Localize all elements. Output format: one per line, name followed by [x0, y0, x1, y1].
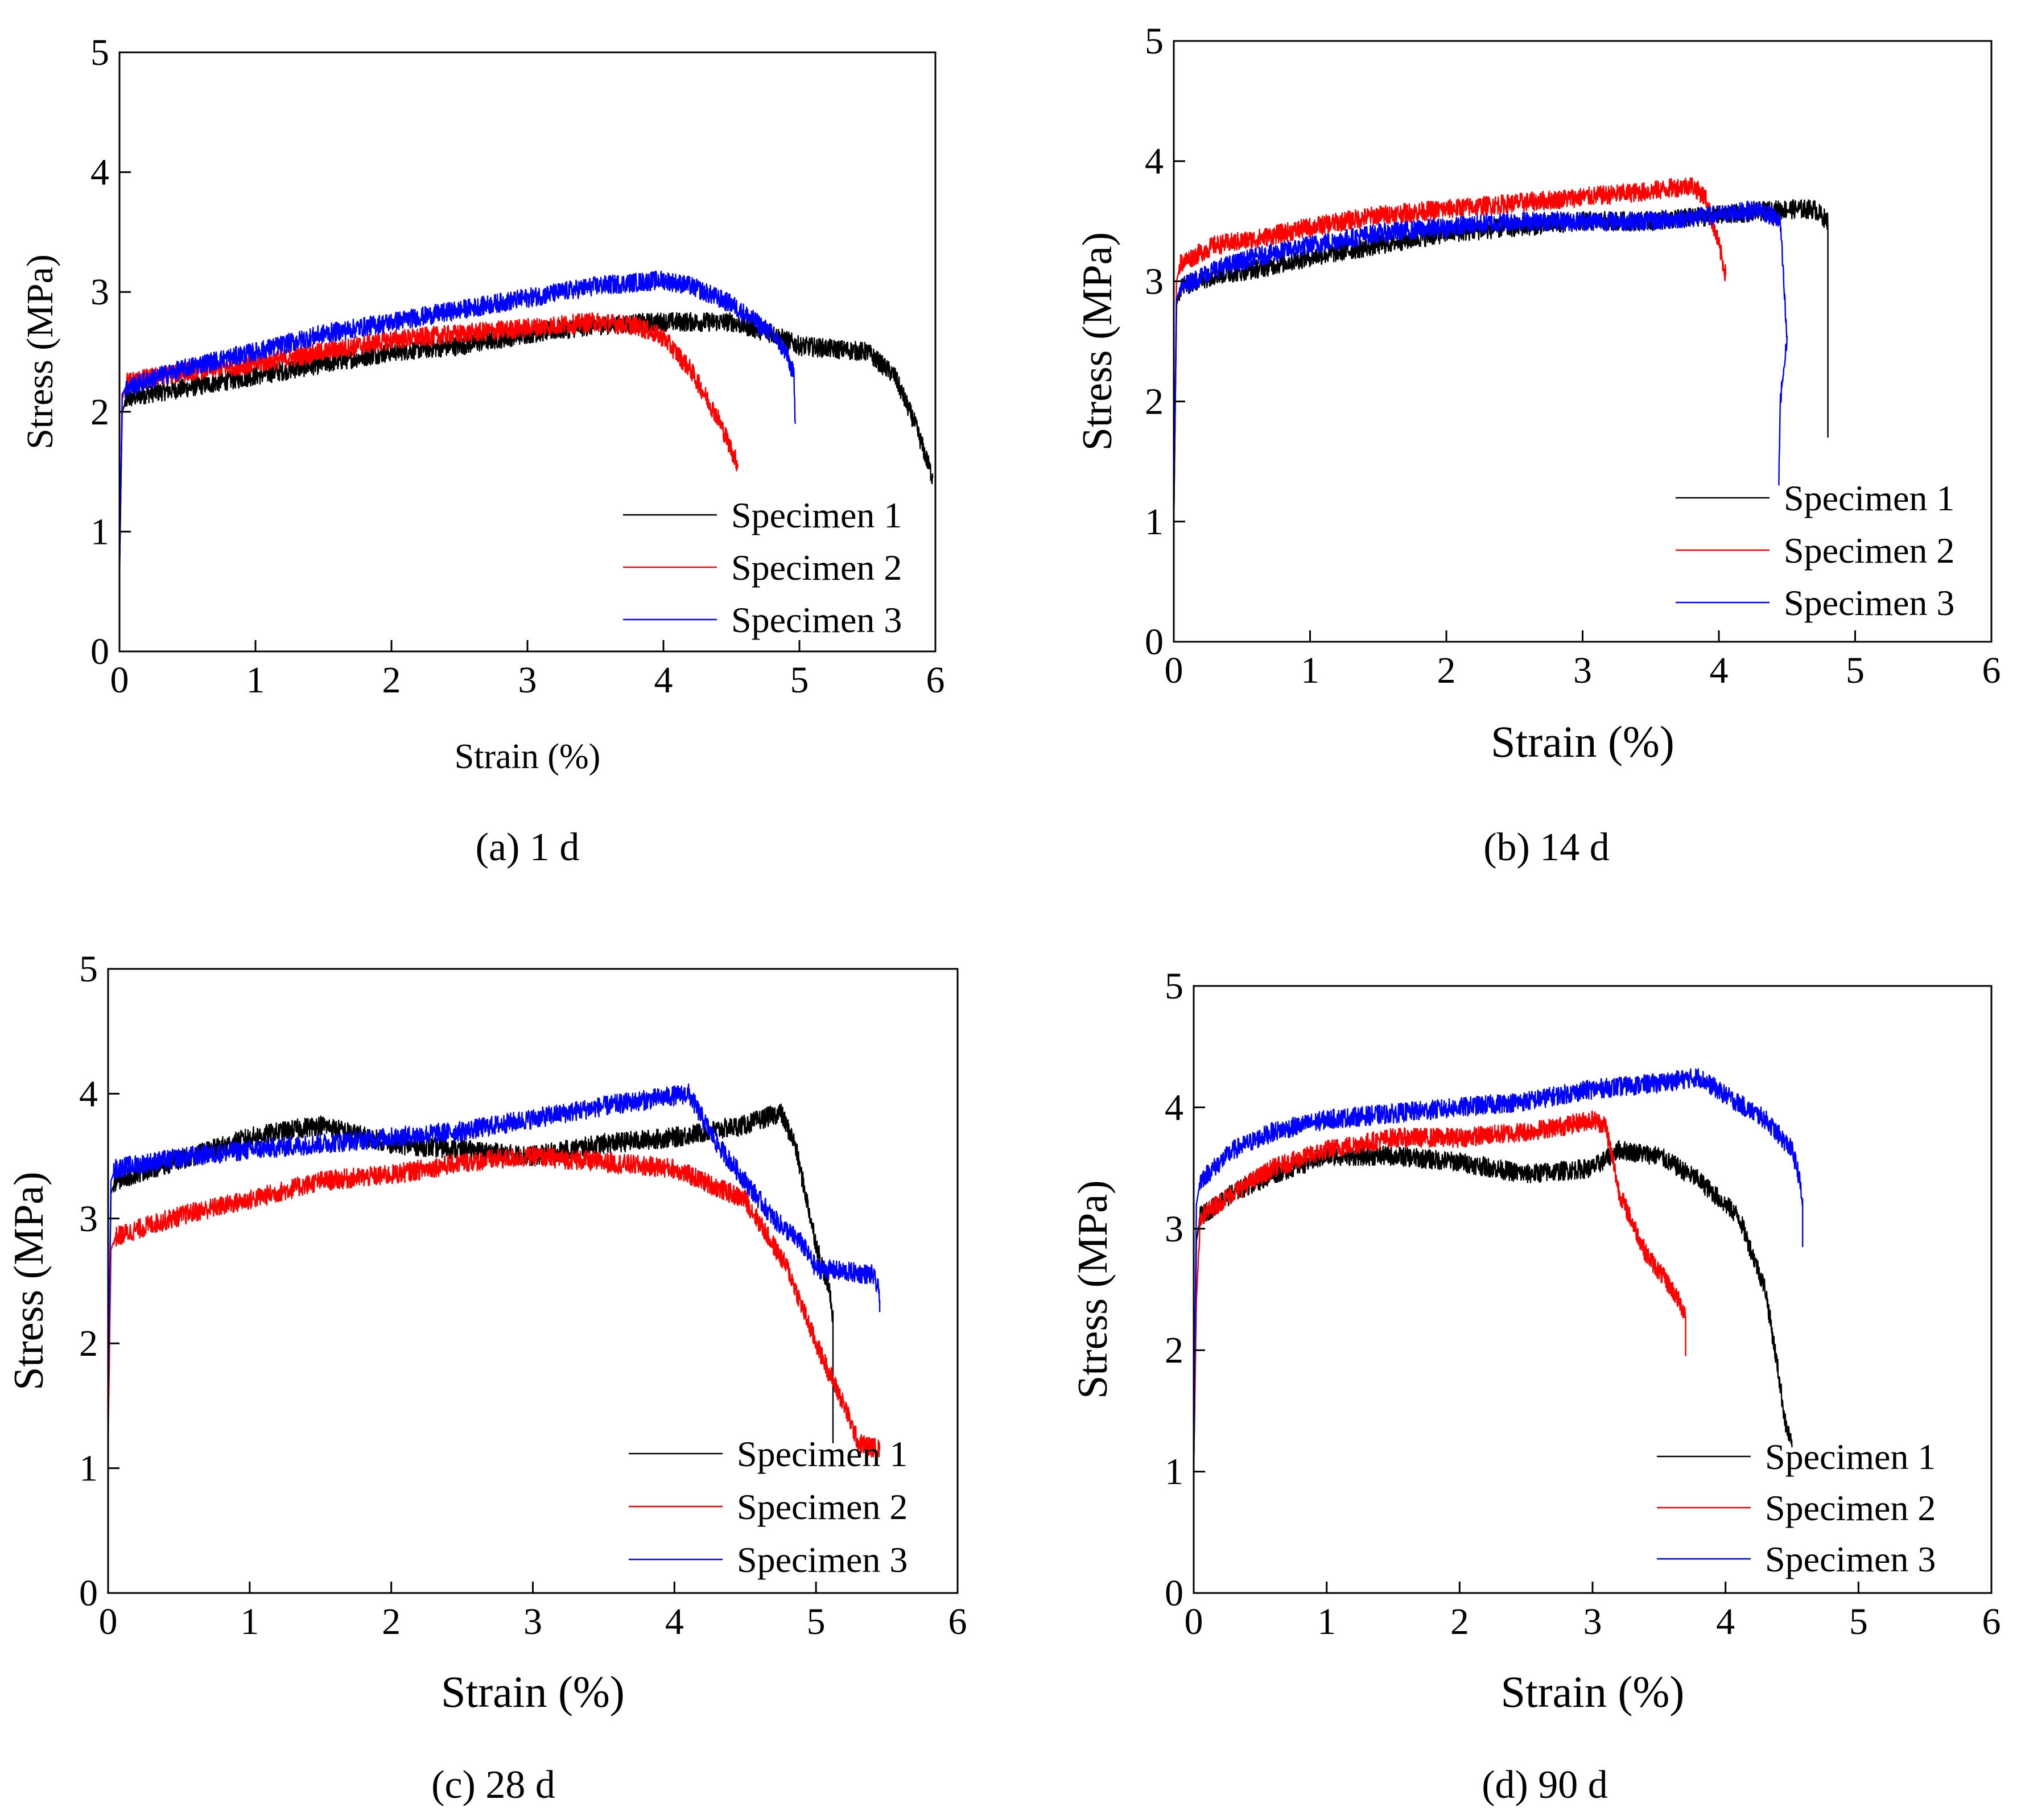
x-tick-label: 4 [654, 659, 673, 701]
y-axis-label: Stress (MPa) [6, 1171, 52, 1390]
x-tick-label: 1 [1301, 650, 1319, 691]
panel-4: 0 1 2 3 4 5 6 0 1 2 3 4 5 Strain (%) Stress (MPa) Speci… [1070, 965, 2001, 1807]
series-line-specimen-3 [1173, 200, 1788, 522]
series-line-specimen-3 [118, 270, 796, 580]
x-tick-label: 2 [382, 659, 401, 701]
x-tick-label: 5 [790, 659, 809, 701]
x-tick-label: 3 [1583, 1601, 1602, 1642]
legend-label: Specimen 2 [1784, 530, 1954, 571]
panel-3: 0 1 2 3 4 5 6 0 1 2 3 4 5 Strain (%) Stress (MPa) Speci… [6, 948, 967, 1807]
x-axis-label: Strain (%) [1491, 717, 1674, 766]
x-tick-label: 6 [948, 1601, 967, 1642]
y-tick-label: 0 [90, 631, 109, 672]
x-tick-label: 3 [518, 659, 537, 701]
legend-label: Specimen 2 [731, 547, 902, 588]
y-tick-label: 3 [79, 1198, 98, 1240]
legend-label: Specimen 3 [731, 600, 902, 640]
series-line-specimen-1 [1193, 1140, 1793, 1472]
panel-caption: (c) 28 d [431, 1763, 555, 1807]
legend-label: Specimen 3 [1784, 583, 1954, 623]
panel-caption: (b) 14 d [1483, 826, 1610, 869]
y-tick-label: 5 [90, 32, 109, 73]
series-line-specimen-2 [1173, 177, 1727, 522]
y-tick-label: 2 [90, 391, 109, 433]
x-tick-label: 3 [1573, 650, 1592, 691]
x-axis-label: Strain (%) [455, 737, 601, 776]
series-line-specimen-3 [1193, 1068, 1804, 1472]
x-tick-label: 6 [926, 659, 945, 701]
x-tick-label: 4 [1716, 1601, 1735, 1642]
panel-2: 0 1 2 3 4 5 6 0 1 2 3 4 5 Strain (%) Stress (MPa) Speci… [1074, 20, 2001, 869]
y-tick-label: 1 [79, 1448, 98, 1489]
panel-1: 0 1 2 3 4 5 6 0 1 2 3 4 5 Strain (%) Stress (MPa) Speci… [19, 32, 945, 869]
legend-label: Specimen 1 [731, 495, 902, 535]
y-tick-label: 4 [1165, 1087, 1183, 1128]
series-line-specimen-3 [107, 1083, 881, 1406]
x-tick-label: 2 [1450, 1601, 1469, 1642]
y-axis-label: Stress (MPa) [1074, 232, 1121, 451]
x-tick-label: 4 [665, 1601, 684, 1642]
legend-label: Specimen 1 [1784, 478, 1954, 518]
panel-caption: (a) 1 d [476, 826, 580, 869]
legend-label: Specimen 1 [737, 1434, 908, 1474]
series-line-specimen-2 [107, 1145, 881, 1459]
x-tick-label: 1 [246, 659, 265, 701]
y-tick-label: 3 [90, 271, 109, 313]
y-tick-label: 4 [90, 152, 109, 193]
y-tick-label: 2 [1145, 381, 1164, 423]
series-line-specimen-2 [1193, 1110, 1686, 1472]
y-tick-label: 1 [1165, 1451, 1183, 1493]
y-axis-label: Stress (MPa) [1070, 1180, 1116, 1398]
x-tick-label: 5 [807, 1601, 826, 1642]
y-tick-label: 5 [79, 948, 98, 990]
x-tick-label: 0 [110, 659, 129, 701]
y-tick-label: 0 [79, 1573, 98, 1614]
legend-label: Specimen 1 [1765, 1437, 1936, 1477]
y-axis-label: Stress (MPa) [19, 254, 61, 449]
legend-label: Specimen 2 [737, 1487, 908, 1527]
y-tick-label: 3 [1165, 1208, 1183, 1250]
y-tick-label: 0 [1165, 1573, 1183, 1614]
x-axis-label: Strain (%) [1501, 1667, 1685, 1716]
x-tick-label: 2 [382, 1601, 401, 1642]
legend-label: Specimen 3 [1765, 1539, 1936, 1579]
y-tick-label: 5 [1165, 965, 1183, 1007]
x-tick-label: 5 [1846, 650, 1865, 691]
panel-caption: (d) 90 d [1482, 1763, 1608, 1807]
x-tick-label: 3 [523, 1601, 542, 1642]
y-tick-label: 4 [1145, 141, 1164, 182]
legend-label: Specimen 3 [737, 1540, 908, 1580]
series-line-specimen-2 [118, 312, 739, 568]
y-tick-label: 2 [1165, 1330, 1183, 1371]
y-tick-label: 0 [1145, 621, 1164, 663]
y-tick-label: 5 [1145, 20, 1164, 62]
x-tick-label: 1 [1317, 1601, 1336, 1642]
x-tick-label: 0 [1185, 1601, 1203, 1642]
legend-label: Specimen 2 [1765, 1488, 1936, 1528]
x-tick-label: 1 [240, 1601, 259, 1642]
y-tick-label: 1 [1145, 501, 1164, 543]
y-tick-label: 1 [90, 511, 109, 552]
y-tick-label: 2 [79, 1323, 98, 1364]
y-tick-label: 3 [1145, 261, 1164, 302]
x-tick-label: 5 [1849, 1601, 1868, 1642]
y-tick-label: 4 [79, 1073, 98, 1115]
x-tick-label: 2 [1437, 650, 1456, 691]
x-tick-label: 4 [1710, 650, 1729, 691]
x-tick-label: 0 [1165, 650, 1183, 691]
x-tick-label: 0 [99, 1601, 118, 1642]
x-tick-label: 6 [1982, 650, 2001, 691]
x-axis-label: Strain (%) [441, 1667, 625, 1716]
x-tick-label: 6 [1982, 1601, 2001, 1642]
